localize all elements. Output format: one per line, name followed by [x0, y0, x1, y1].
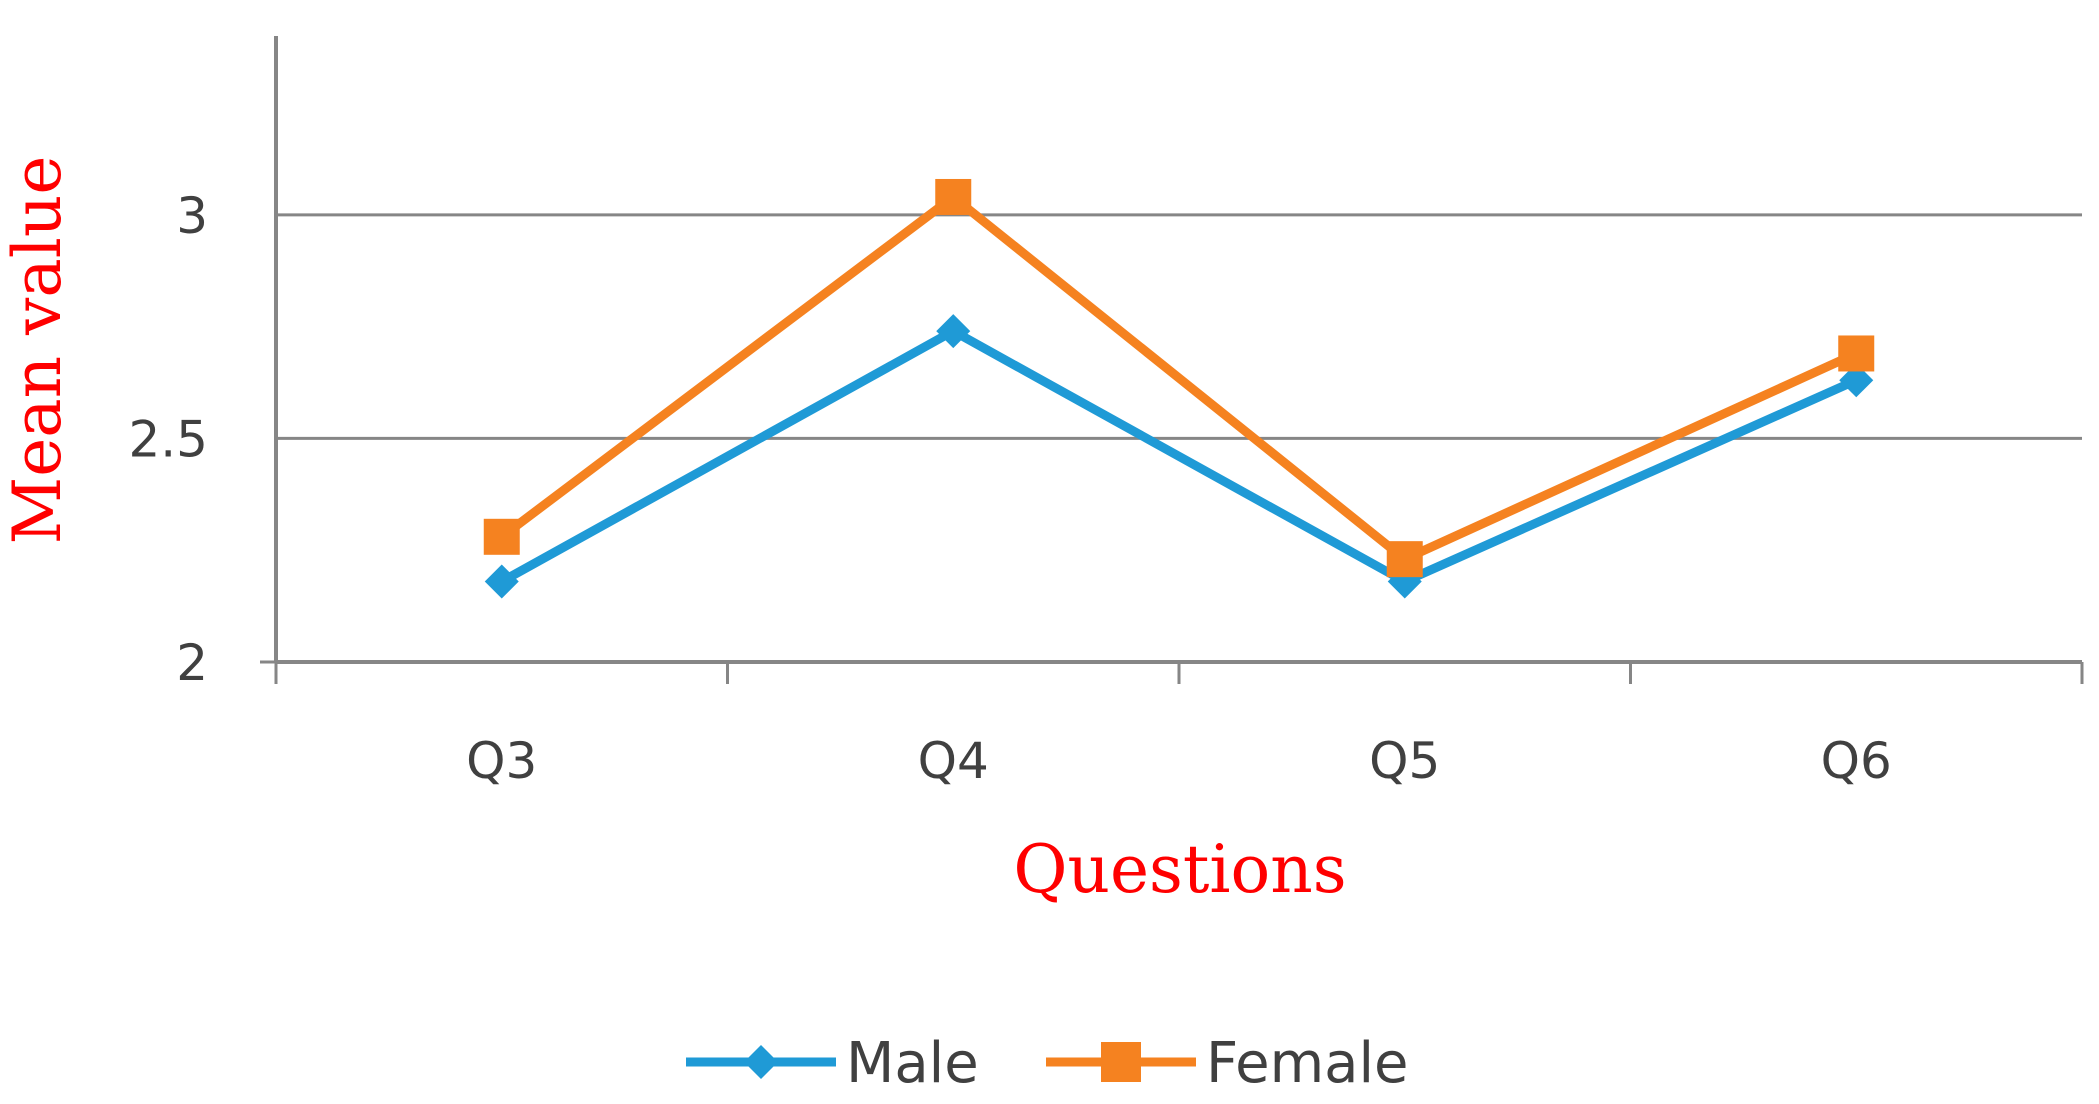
y-tick-label: 2 [176, 634, 208, 692]
series [483, 178, 1875, 599]
y-axis-title: Mean value [0, 156, 76, 545]
y-tick-label: 2.5 [128, 410, 208, 468]
x-tick-label: Q5 [1369, 732, 1440, 790]
x-tick-label: Q4 [918, 732, 989, 790]
axes [260, 36, 2084, 684]
legend-marker [744, 1045, 778, 1079]
female-line [499, 192, 1859, 564]
female-point [483, 518, 520, 555]
series-male [484, 314, 1874, 599]
legend-label: Male [846, 1031, 979, 1096]
legend-label: Female [1206, 1031, 1408, 1096]
series-female [483, 178, 1875, 578]
x-tick-labels: Q3 Q4 Q5 Q6 [466, 732, 1892, 790]
y-tick-labels: 22.53 [128, 187, 208, 692]
x-axis-title: Questions [1013, 831, 1346, 908]
legend-item-female: Female [1046, 1031, 1408, 1096]
legend-marker [1101, 1042, 1141, 1082]
male-line [499, 326, 1859, 587]
x-tick-label: Q3 [466, 732, 537, 790]
male-point [1839, 363, 1874, 398]
male-point [936, 314, 971, 349]
male-point [484, 564, 519, 599]
y-tick-label: 3 [176, 187, 208, 245]
legend: Male Female [686, 1031, 1408, 1096]
gridlines [276, 213, 2082, 440]
female-point [1386, 541, 1423, 578]
female-point [935, 178, 972, 215]
legend-item-male: Male [686, 1031, 979, 1096]
x-tick-label: Q6 [1821, 732, 1892, 790]
female-point [1838, 335, 1875, 372]
